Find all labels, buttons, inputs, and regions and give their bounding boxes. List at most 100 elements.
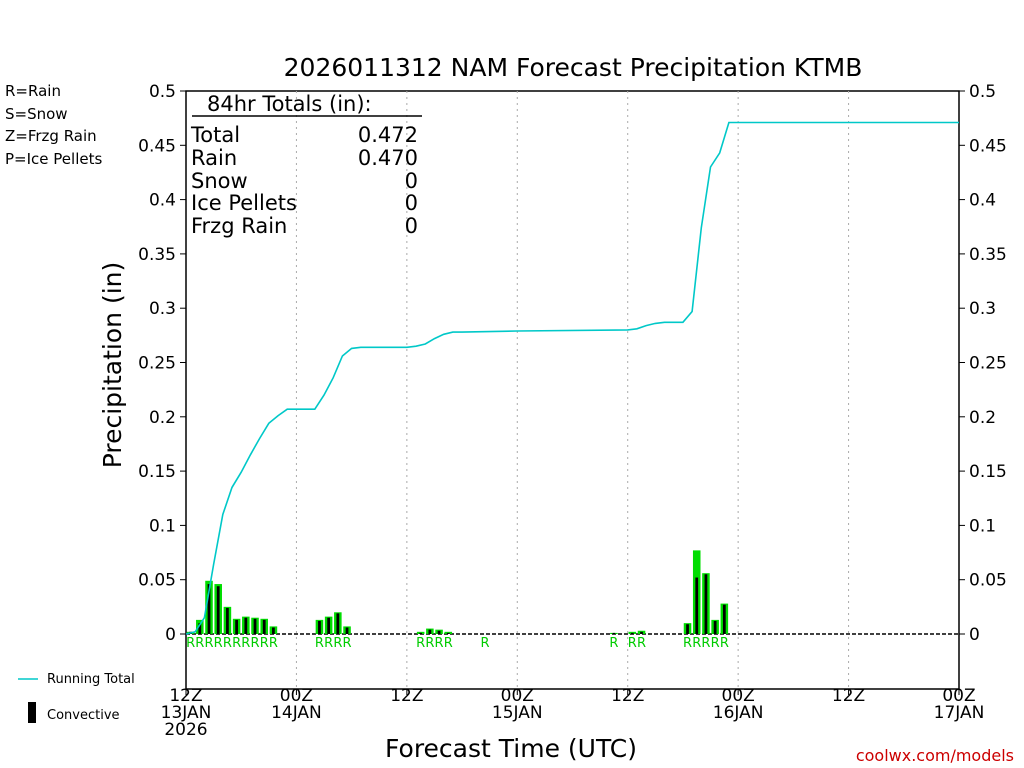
- precip-type-label: R: [223, 636, 232, 651]
- precip-bar-convective: [327, 617, 331, 634]
- precip-type-label: R: [609, 636, 618, 651]
- x-tick-label: 00Z: [722, 686, 755, 706]
- precip-type-label: R: [260, 636, 269, 651]
- precip-type-label: R: [269, 636, 278, 651]
- precip-type-label: R: [444, 636, 453, 651]
- y-tick-label-left: 0.05: [138, 571, 176, 591]
- y-tick-label-left: 0.25: [138, 354, 176, 374]
- running-total-legend-label: Running Total: [47, 672, 135, 687]
- y-tick-label-right: 0.5: [969, 82, 996, 102]
- totals-total-label: Total: [190, 123, 240, 147]
- totals-ice-label: Ice Pellets: [191, 191, 297, 215]
- precip-type-label: R: [324, 636, 333, 651]
- precip-bar-convective: [713, 620, 717, 634]
- precip-type-label: R: [204, 636, 213, 651]
- y-tick-label-left: 0.45: [138, 136, 176, 156]
- x-tick-label: 14JAN: [271, 703, 322, 723]
- legend-rain: R=Rain: [5, 82, 61, 100]
- precip-type-label: R: [232, 636, 241, 651]
- y-tick-label-left: 0: [165, 625, 176, 645]
- x-tick-label: 2026: [164, 720, 207, 740]
- precip-type-label: R: [195, 636, 204, 651]
- precip-type-label: R: [683, 636, 692, 651]
- y-axis-title: Precipitation (in): [98, 262, 127, 469]
- y-tick-label-left: 0.2: [149, 408, 176, 428]
- y-tick-label-left: 0.15: [138, 462, 176, 482]
- precip-bar-convective: [446, 632, 450, 634]
- x-tick-label: 00Z: [280, 686, 313, 706]
- precip-bar-convective: [640, 631, 643, 634]
- y-axis-ticks: 0 00.05 0.050.1 0.10.15 0.150.2 0.20.25 0.250.…: [138, 82, 1007, 645]
- precip-type-label: R: [711, 636, 720, 651]
- totals-frzg-label: Frzg Rain: [191, 214, 287, 238]
- legend-freezing-rain: Z=Frzg Rain: [5, 127, 97, 145]
- precip-bar-convective: [612, 632, 616, 634]
- precip-bar-convective: [207, 584, 211, 634]
- totals-rain-value: 0.470: [358, 146, 418, 170]
- x-tick-label: 13JAN: [161, 703, 212, 723]
- running-total-series: [185, 121, 959, 635]
- y-tick-label-right: 0: [969, 625, 980, 645]
- y-tick-label-left: 0.5: [149, 82, 176, 102]
- precip-bar-convective: [704, 574, 708, 634]
- precip-bar-convective: [253, 618, 257, 634]
- precip-bar-convective: [345, 627, 349, 634]
- x-tick-label: 15JAN: [492, 703, 543, 723]
- y-tick-label-left: 0.35: [138, 245, 176, 265]
- precip-type-label: R: [637, 636, 646, 651]
- x-tick-label: 12Z: [390, 686, 423, 706]
- y-tick-label-right: 0.45: [969, 136, 1007, 156]
- y-tick-label-right: 0.1: [969, 516, 996, 536]
- y-tick-label-right: 0.3: [969, 299, 996, 319]
- precip-bar-convective: [630, 632, 634, 634]
- precip-bar-convective: [686, 624, 689, 634]
- precip-bar-convective: [262, 619, 266, 634]
- y-tick-label-right: 0.2: [969, 408, 996, 428]
- totals-header: 84hr Totals (in):: [207, 92, 372, 116]
- precip-bar-convective: [235, 619, 238, 634]
- grid-lines: [295, 91, 850, 689]
- totals-frzg-value: 0: [405, 214, 418, 238]
- precip-type-label: R: [186, 636, 195, 651]
- legend-ice-pellets: P=Ice Pellets: [5, 150, 102, 168]
- series-legend: Running Total Convective: [18, 672, 135, 723]
- precip-bar-convective: [226, 607, 229, 634]
- precip-bar-convective: [437, 630, 441, 634]
- x-tick-label: 00Z: [942, 686, 975, 706]
- precip-type-label: R: [692, 636, 701, 651]
- precip-type-label: R: [241, 636, 250, 651]
- x-tick-label: 12Z: [611, 686, 644, 706]
- y-tick-label-left: 0.4: [149, 191, 176, 211]
- precip-bar-convective: [428, 629, 432, 634]
- y-tick-label-right: 0.35: [969, 245, 1007, 265]
- precip-bar-convective: [695, 577, 699, 634]
- y-tick-label-right: 0.15: [969, 462, 1007, 482]
- precip-bar-convective: [216, 586, 220, 634]
- x-tick-label: 12Z: [169, 686, 202, 706]
- totals-total-value: 0.472: [358, 123, 418, 147]
- x-tick-label: 16JAN: [713, 703, 764, 723]
- precip-type-label: R: [250, 636, 259, 651]
- y-tick-label-left: 0.3: [149, 299, 176, 319]
- precip-bar-convective: [336, 613, 340, 634]
- precip-bar-convective: [318, 620, 321, 634]
- convective-legend-swatch: [28, 702, 36, 723]
- precip-type-label: R: [425, 636, 434, 651]
- totals-snow-value: 0: [405, 169, 418, 193]
- precip-bar-convective: [722, 604, 726, 634]
- precip-bar-convective: [198, 623, 202, 634]
- y-tick-label-right: 0.05: [969, 571, 1007, 591]
- y-tick-label-left: 0.1: [149, 516, 176, 536]
- precip-type-legend: R=Rain S=Snow Z=Frzg Rain P=Ice Pellets: [5, 82, 102, 168]
- chart-title: 2026011312 NAM Forecast Precipitation KT…: [284, 53, 863, 82]
- totals-rain-label: Rain: [191, 146, 237, 170]
- y-tick-label-right: 0.25: [969, 354, 1007, 374]
- totals-snow-label: Snow: [191, 169, 248, 193]
- precip-type-label: R: [435, 636, 444, 651]
- totals-ice-value: 0: [405, 191, 418, 215]
- legend-snow: S=Snow: [5, 105, 68, 123]
- precip-bar-convective: [272, 627, 275, 634]
- precip-type-label: R: [315, 636, 324, 651]
